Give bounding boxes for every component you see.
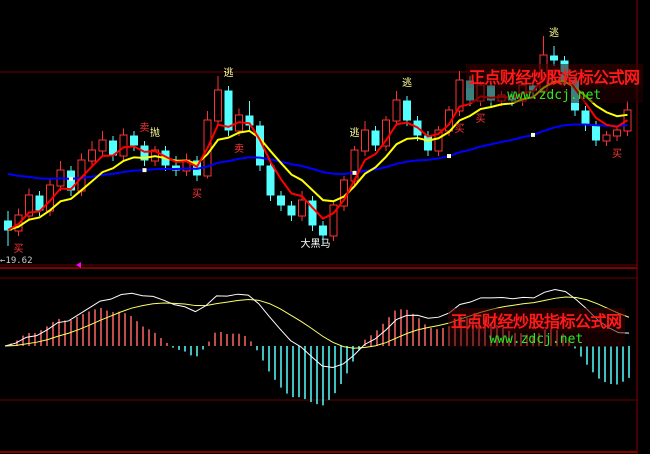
candle-body xyxy=(140,145,149,161)
ma-cross-dot xyxy=(69,176,73,181)
candle-body xyxy=(277,195,285,206)
candle-body xyxy=(392,99,401,122)
candle-body xyxy=(434,129,443,152)
candle-body xyxy=(602,134,611,142)
candle-body xyxy=(466,80,474,101)
candle-body xyxy=(371,130,380,146)
low-price-label: ←19.62 xyxy=(0,256,33,266)
macd-dea-line xyxy=(4,296,630,349)
signal-label: 买 xyxy=(14,243,24,255)
signal-label: 逃 xyxy=(350,126,360,139)
signal-label: 卖 xyxy=(140,122,150,134)
candle-body xyxy=(550,55,558,61)
candle-body xyxy=(298,199,306,217)
signal-label: 卖 xyxy=(234,143,244,155)
candle-body xyxy=(35,195,44,211)
candle-body xyxy=(130,135,138,146)
candle-body xyxy=(88,149,96,162)
signal-label: 逃 xyxy=(402,76,412,89)
signal-label: 买 xyxy=(476,113,486,125)
ma-cross-dot xyxy=(142,168,147,173)
marker-triangle xyxy=(76,262,81,268)
candle-body xyxy=(266,165,275,196)
candle-body xyxy=(308,200,317,226)
candle-body xyxy=(382,119,390,147)
signal-label: 买 xyxy=(612,148,622,160)
ma-cross-dot xyxy=(447,154,451,159)
ma-long-line xyxy=(7,123,628,180)
signal-label: 抛 xyxy=(150,126,160,139)
ma-cross-dot xyxy=(352,170,357,175)
low-price-value: 19.62 xyxy=(5,256,33,266)
ma-mid-line xyxy=(7,80,628,231)
candle-body xyxy=(25,194,33,217)
candle-body xyxy=(613,129,621,137)
candle-body xyxy=(424,135,432,151)
signal-label: 逃 xyxy=(224,66,234,79)
candle-body xyxy=(455,79,464,112)
candle-body xyxy=(592,125,600,141)
candle-body xyxy=(224,90,233,131)
candle-body xyxy=(361,129,369,152)
candle-body xyxy=(319,225,327,236)
signal-label: 逃 xyxy=(549,26,559,39)
candle-body xyxy=(98,139,107,152)
candle-body xyxy=(119,134,128,157)
macd-dif-line xyxy=(4,288,630,369)
candle-body xyxy=(329,204,338,237)
candle-body xyxy=(214,89,222,122)
signal-label: 大黑马 xyxy=(301,237,331,250)
signal-label: 买 xyxy=(455,123,465,135)
signal-label: 买 xyxy=(192,188,202,200)
candle-body xyxy=(403,100,411,121)
ma-cross-dot xyxy=(531,132,535,137)
candle-body xyxy=(581,110,590,126)
candle-body xyxy=(287,205,296,216)
